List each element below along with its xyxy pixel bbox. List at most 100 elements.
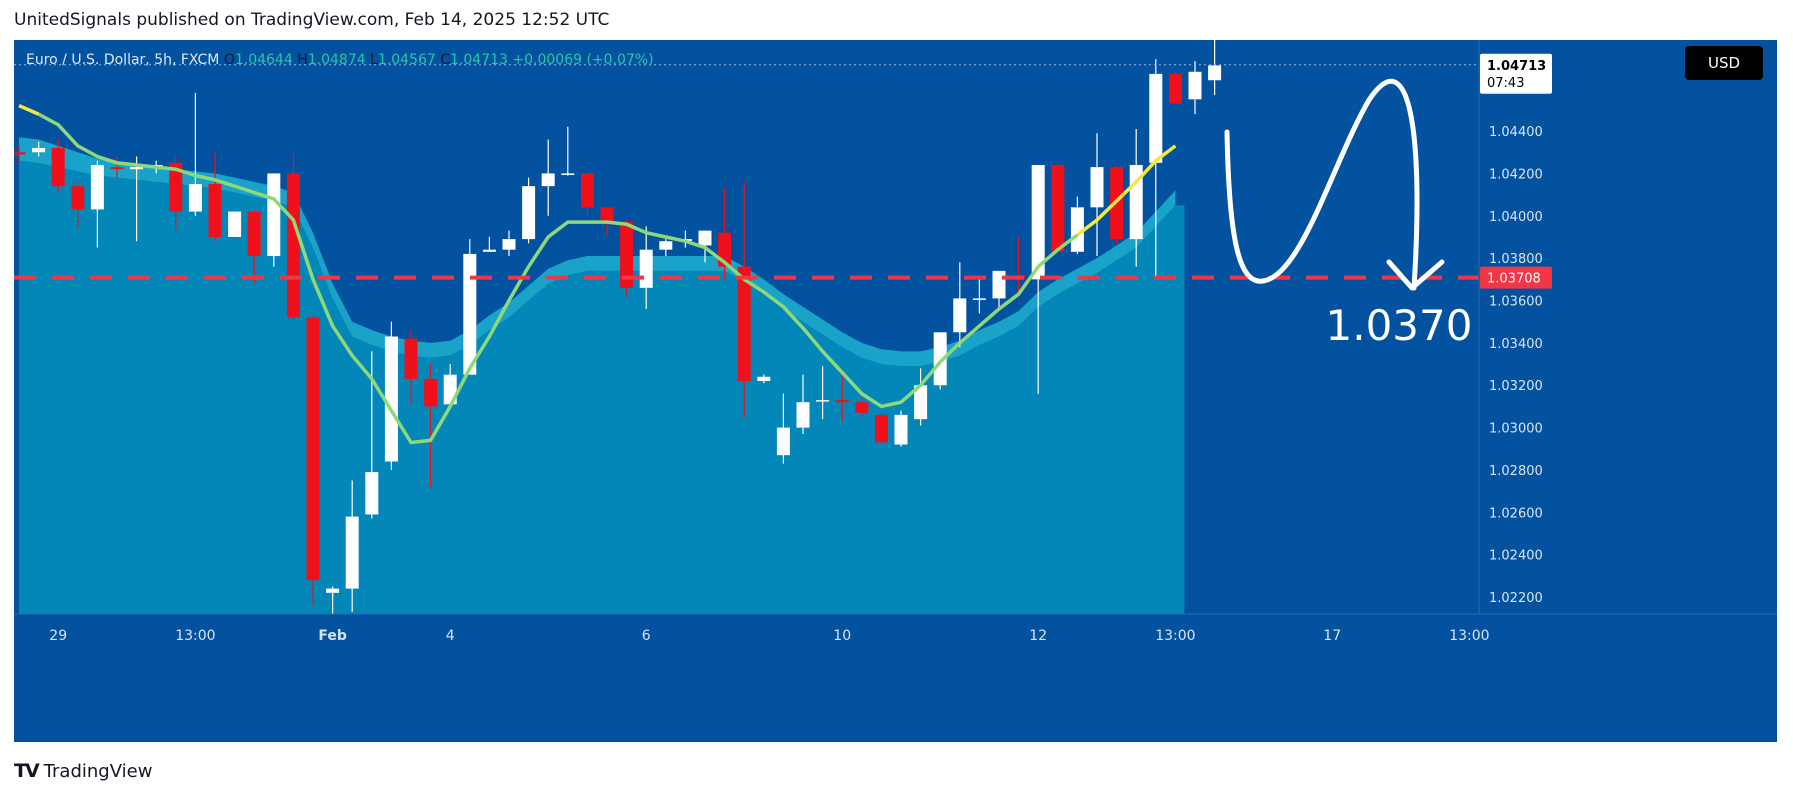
candle-body bbox=[463, 253, 477, 375]
candle-body bbox=[855, 402, 869, 413]
candle-body bbox=[286, 173, 300, 318]
price-tick-label: 1.03000 bbox=[1489, 422, 1543, 437]
time-tick-label: 13:00 bbox=[1449, 628, 1489, 644]
candle-body bbox=[188, 184, 202, 212]
price-tick-label: 1.04200 bbox=[1489, 167, 1543, 182]
high-label: H bbox=[297, 52, 308, 68]
target-price-box bbox=[1480, 266, 1552, 289]
candle-body bbox=[561, 173, 575, 175]
candle-body bbox=[835, 400, 849, 403]
price-tick-label: 1.02400 bbox=[1489, 549, 1543, 564]
time-axis: 29 13:00 Feb 4 6 10 12 13:00 17 13:00 bbox=[14, 613, 1777, 644]
candle-body bbox=[1031, 164, 1045, 280]
candle-body bbox=[247, 211, 261, 257]
open-label: O bbox=[223, 52, 235, 68]
price-tick-label: 1.04400 bbox=[1489, 125, 1543, 140]
candle-body bbox=[365, 472, 379, 515]
currency-button[interactable]: USD bbox=[1685, 46, 1763, 80]
time-tick-label: 6 bbox=[642, 628, 651, 644]
low-label: L bbox=[370, 52, 378, 68]
candle-body bbox=[894, 414, 908, 445]
candle-body bbox=[698, 230, 712, 246]
change-value: +0.00069 (+0.07%) bbox=[512, 52, 654, 68]
chart-canvas[interactable]: 1.0370 1.02200 1.02400 1.02600 1.02800 1.030… bbox=[14, 40, 1777, 742]
candle-body bbox=[1208, 65, 1222, 81]
overlay-layer: 1.0370 bbox=[14, 64, 1479, 350]
candle-body bbox=[933, 332, 947, 386]
candle-body bbox=[639, 249, 653, 288]
current-price-box bbox=[1480, 53, 1552, 94]
candle-body bbox=[110, 167, 124, 170]
tradingview-logo-icon[interactable]: TV bbox=[14, 760, 40, 782]
projection-arrow-path bbox=[1224, 78, 1420, 291]
price-tick-label: 1.03600 bbox=[1489, 295, 1543, 310]
candle-body bbox=[953, 298, 967, 333]
candle-body bbox=[32, 148, 46, 153]
candle-body bbox=[228, 211, 242, 237]
candle-body bbox=[816, 400, 830, 402]
candle-body bbox=[659, 241, 673, 250]
price-tick-label: 1.02800 bbox=[1489, 464, 1543, 479]
projection-arrow-head-icon bbox=[1386, 259, 1445, 291]
candle-body bbox=[208, 184, 222, 237]
candle-body bbox=[404, 338, 418, 379]
publisher-header: UnitedSignals published on TradingView.c… bbox=[14, 10, 610, 30]
candle-body bbox=[737, 266, 751, 382]
candles-layer bbox=[14, 40, 1222, 614]
candle-body bbox=[914, 385, 928, 420]
candle-body bbox=[169, 162, 183, 212]
close-value: 1.04713 bbox=[450, 52, 508, 68]
candle-body bbox=[620, 222, 634, 288]
candle-body bbox=[796, 402, 810, 428]
candle-body bbox=[326, 588, 340, 593]
low-value: 1.04567 bbox=[377, 52, 436, 68]
candle-body bbox=[424, 378, 438, 407]
candle-body bbox=[1149, 73, 1163, 163]
candle-body bbox=[972, 298, 986, 300]
candle-body bbox=[1090, 167, 1104, 208]
candle-body bbox=[541, 173, 555, 187]
candle-body bbox=[600, 207, 614, 223]
candle-body bbox=[384, 336, 398, 462]
current-price-label: 1.04713 bbox=[1487, 59, 1546, 74]
candle-body bbox=[1051, 164, 1065, 252]
price-axis: 1.02200 1.02400 1.02600 1.02800 1.03000 1.032… bbox=[1478, 40, 1552, 614]
price-tick-label: 1.02200 bbox=[1489, 591, 1543, 606]
candle-body bbox=[502, 239, 516, 250]
candle-body bbox=[1070, 207, 1084, 252]
chart-pane[interactable]: 1.0370 1.02200 1.02400 1.02600 1.02800 1.030… bbox=[14, 40, 1777, 742]
candle-body bbox=[776, 427, 790, 456]
candle-body bbox=[580, 173, 594, 208]
footer: TV TradingView bbox=[14, 760, 152, 782]
close-label: C bbox=[440, 52, 451, 68]
time-tick-label: 13:00 bbox=[1155, 628, 1195, 644]
candle-body bbox=[1168, 73, 1182, 104]
candle-body bbox=[14, 152, 26, 155]
time-tick-label: 29 bbox=[49, 628, 67, 644]
fast-ma-line-recent bbox=[18, 104, 1177, 237]
time-tick-label: Feb bbox=[318, 628, 347, 644]
candle-body bbox=[90, 164, 104, 210]
symbol-legend: Euro / U.S. Dollar, 5h, FXCM O1.04644 H1… bbox=[26, 52, 654, 68]
time-tick-label: 17 bbox=[1323, 628, 1341, 644]
candle-body bbox=[1188, 71, 1202, 100]
candle-body bbox=[992, 270, 1006, 299]
footer-brand[interactable]: TradingView bbox=[43, 760, 153, 782]
candle-body bbox=[130, 167, 144, 170]
candle-body bbox=[522, 186, 536, 240]
candle-body bbox=[874, 414, 888, 443]
candle-body bbox=[267, 173, 281, 257]
countdown-label: 07:43 bbox=[1487, 76, 1524, 91]
fast-ma-layer bbox=[18, 104, 1177, 445]
time-tick-label: 10 bbox=[833, 628, 851, 644]
price-tick-label: 1.04000 bbox=[1489, 210, 1543, 225]
candle-body bbox=[306, 317, 320, 581]
target-price-label: 1.03708 bbox=[1487, 272, 1541, 287]
candle-body bbox=[345, 516, 359, 589]
open-value: 1.04644 bbox=[234, 52, 293, 68]
fast-ma-line bbox=[37, 112, 1079, 445]
candle-body bbox=[757, 376, 771, 382]
price-tick-label: 1.03400 bbox=[1489, 337, 1543, 352]
target-annotation-text: 1.0370 bbox=[1326, 301, 1473, 350]
time-tick-label: 13:00 bbox=[175, 628, 215, 644]
